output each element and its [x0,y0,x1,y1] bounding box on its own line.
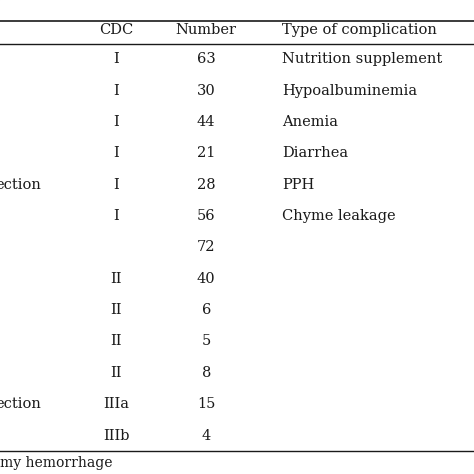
Text: IIIa: IIIa [103,397,129,411]
Text: Nutrition supplement: Nutrition supplement [282,52,442,66]
Text: II: II [110,272,122,286]
Text: Type of complication: Type of complication [282,23,437,37]
Text: 40: 40 [197,272,216,286]
Text: I: I [113,83,119,98]
Text: 4: 4 [201,428,211,443]
Text: 15: 15 [197,397,215,411]
Text: 63: 63 [197,52,216,66]
Text: PPH: PPH [282,178,314,191]
Text: II: II [110,335,122,348]
Text: Number: Number [176,23,237,37]
Text: 6: 6 [201,303,211,317]
Text: ection: ection [0,397,41,411]
Text: ection: ection [0,178,41,191]
Text: II: II [110,366,122,380]
Text: I: I [113,115,119,129]
Text: IIIb: IIIb [103,428,129,443]
Text: I: I [113,146,119,160]
Text: 5: 5 [201,335,211,348]
Text: 21: 21 [197,146,215,160]
Text: 30: 30 [197,83,216,98]
Text: Hypoalbuminemia: Hypoalbuminemia [282,83,417,98]
Text: 8: 8 [201,366,211,380]
Text: II: II [110,303,122,317]
Text: 72: 72 [197,240,216,255]
Text: I: I [113,209,119,223]
Text: 28: 28 [197,178,216,191]
Text: CDC: CDC [99,23,133,37]
Text: I: I [113,178,119,191]
Text: 44: 44 [197,115,216,129]
Text: Diarrhea: Diarrhea [282,146,348,160]
Text: my hemorrhage: my hemorrhage [0,456,112,470]
Text: Anemia: Anemia [282,115,338,129]
Text: Chyme leakage: Chyme leakage [282,209,396,223]
Text: I: I [113,52,119,66]
Text: 56: 56 [197,209,216,223]
